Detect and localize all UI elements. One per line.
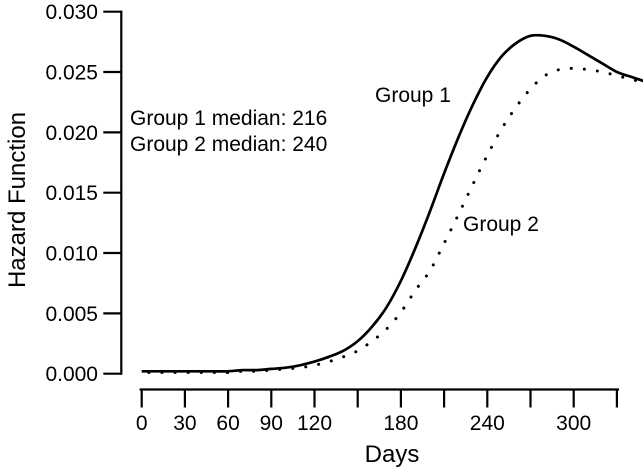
x-tick-label: 0 [136, 412, 148, 435]
y-tick-label: 0.010 [45, 243, 98, 266]
curves [140, 33, 643, 375]
group1-curve-label: Group 1 [375, 84, 451, 107]
median-annotation: Group 1 median: 216 Group 2 median: 240 [130, 106, 327, 158]
group1-median-text: Group 1 median: 216 [130, 107, 328, 130]
x-tick-label: 60 [216, 412, 239, 435]
x-tick-label: 120 [297, 412, 332, 435]
y-tick-label: 0.000 [45, 363, 98, 386]
group2-curve-label: Group 2 [463, 213, 539, 236]
axes: 0.000 0.005 0.010 0.015 0.020 0.025 0.030 0 30 60… [45, 1, 620, 435]
y-tick-label: 0.020 [45, 122, 98, 145]
x-tick-label: 180 [383, 412, 418, 435]
group2-median-text: Group 2 median: 240 [130, 133, 328, 156]
y-tick-label: 0.015 [45, 182, 98, 205]
y-axis-title: Hazard Function [4, 111, 31, 289]
x-axis-title: Days [364, 441, 420, 468]
y-tick-label: 0.005 [45, 303, 98, 326]
group1-curve [141, 33, 643, 373]
x-tick-label: 90 [260, 412, 283, 435]
x-tick-label: 240 [470, 412, 505, 435]
y-tick-label: 0.025 [45, 62, 98, 85]
x-tick-label: 30 [173, 412, 196, 435]
y-tick-label: 0.030 [45, 1, 98, 24]
x-tick-label: 300 [556, 412, 591, 435]
